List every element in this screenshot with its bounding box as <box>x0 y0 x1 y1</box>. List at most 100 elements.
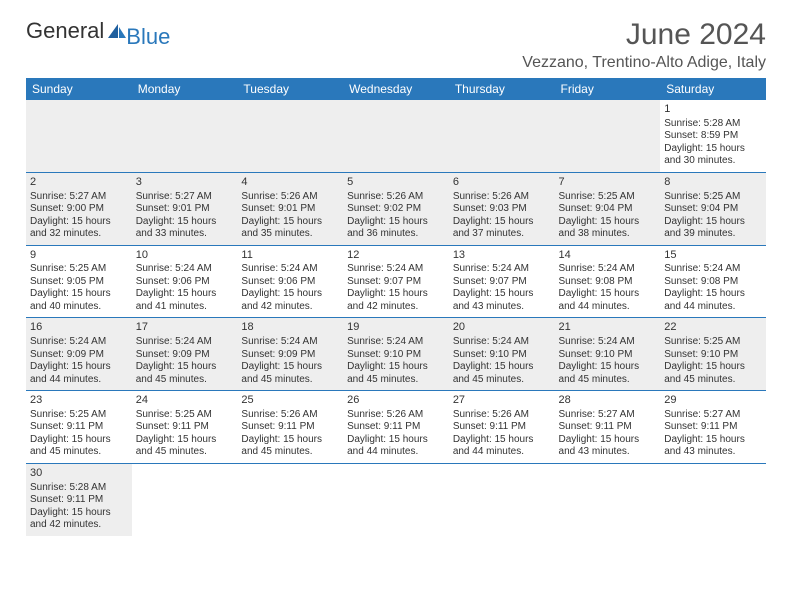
calendar-cell: 27Sunrise: 5:26 AMSunset: 9:11 PMDayligh… <box>449 391 555 464</box>
daylight-text: Daylight: 15 hours <box>664 361 762 374</box>
daylight-text: and 36 minutes. <box>347 228 445 241</box>
sunrise-text: Sunrise: 5:26 AM <box>347 409 445 422</box>
daylight-text: Daylight: 15 hours <box>136 288 234 301</box>
sunrise-text: Sunrise: 5:26 AM <box>453 191 551 204</box>
sunrise-text: Sunrise: 5:24 AM <box>347 336 445 349</box>
calendar-cell <box>132 463 238 535</box>
calendar-body: 1Sunrise: 5:28 AMSunset: 8:59 PMDaylight… <box>26 100 766 536</box>
calendar-cell <box>237 463 343 535</box>
calendar-cell: 4Sunrise: 5:26 AMSunset: 9:01 PMDaylight… <box>237 172 343 245</box>
sunset-text: Sunset: 9:10 PM <box>664 349 762 362</box>
header: General Blue June 2024 Vezzano, Trentino… <box>26 18 766 72</box>
sunrise-text: Sunrise: 5:28 AM <box>30 482 128 495</box>
daylight-text: and 45 minutes. <box>136 374 234 387</box>
daylight-text: and 45 minutes. <box>664 374 762 387</box>
daylight-text: Daylight: 15 hours <box>453 216 551 229</box>
day-number: 10 <box>136 249 234 263</box>
day-number: 29 <box>664 394 762 408</box>
daylight-text: Daylight: 15 hours <box>664 288 762 301</box>
day-header: Monday <box>132 78 238 100</box>
day-number: 1 <box>664 103 762 117</box>
sunrise-text: Sunrise: 5:24 AM <box>136 336 234 349</box>
sunset-text: Sunset: 9:09 PM <box>241 349 339 362</box>
calendar-cell: 10Sunrise: 5:24 AMSunset: 9:06 PMDayligh… <box>132 245 238 318</box>
day-number: 19 <box>347 321 445 335</box>
sunrise-text: Sunrise: 5:27 AM <box>664 409 762 422</box>
daylight-text: Daylight: 15 hours <box>453 361 551 374</box>
day-number: 14 <box>559 249 657 263</box>
sunrise-text: Sunrise: 5:26 AM <box>241 191 339 204</box>
calendar-cell <box>132 100 238 172</box>
day-header-row: Sunday Monday Tuesday Wednesday Thursday… <box>26 78 766 100</box>
daylight-text: and 43 minutes. <box>664 446 762 459</box>
daylight-text: and 45 minutes. <box>30 446 128 459</box>
day-header: Sunday <box>26 78 132 100</box>
calendar-cell <box>555 463 661 535</box>
daylight-text: and 37 minutes. <box>453 228 551 241</box>
sunrise-text: Sunrise: 5:24 AM <box>453 336 551 349</box>
calendar-week-row: 2Sunrise: 5:27 AMSunset: 9:00 PMDaylight… <box>26 172 766 245</box>
sunset-text: Sunset: 9:01 PM <box>241 203 339 216</box>
day-number: 21 <box>559 321 657 335</box>
daylight-text: and 39 minutes. <box>664 228 762 241</box>
day-header: Wednesday <box>343 78 449 100</box>
daylight-text: Daylight: 15 hours <box>347 216 445 229</box>
daylight-text: and 45 minutes. <box>347 374 445 387</box>
sunrise-text: Sunrise: 5:24 AM <box>664 263 762 276</box>
sunset-text: Sunset: 9:11 PM <box>664 421 762 434</box>
sunset-text: Sunset: 9:05 PM <box>30 276 128 289</box>
daylight-text: and 45 minutes. <box>241 374 339 387</box>
month-title: June 2024 <box>522 18 766 52</box>
location: Vezzano, Trentino-Alto Adige, Italy <box>522 54 766 72</box>
daylight-text: and 44 minutes. <box>559 301 657 314</box>
daylight-text: and 40 minutes. <box>30 301 128 314</box>
day-number: 13 <box>453 249 551 263</box>
daylight-text: and 44 minutes. <box>664 301 762 314</box>
calendar-cell: 14Sunrise: 5:24 AMSunset: 9:08 PMDayligh… <box>555 245 661 318</box>
day-number: 2 <box>30 176 128 190</box>
calendar-cell: 17Sunrise: 5:24 AMSunset: 9:09 PMDayligh… <box>132 318 238 391</box>
daylight-text: Daylight: 15 hours <box>136 361 234 374</box>
sunrise-text: Sunrise: 5:24 AM <box>30 336 128 349</box>
sunrise-text: Sunrise: 5:28 AM <box>664 118 762 131</box>
daylight-text: Daylight: 15 hours <box>664 143 762 156</box>
day-number: 7 <box>559 176 657 190</box>
calendar-cell <box>237 100 343 172</box>
calendar-week-row: 9Sunrise: 5:25 AMSunset: 9:05 PMDaylight… <box>26 245 766 318</box>
day-header: Friday <box>555 78 661 100</box>
daylight-text: Daylight: 15 hours <box>347 434 445 447</box>
sunrise-text: Sunrise: 5:25 AM <box>30 409 128 422</box>
daylight-text: Daylight: 15 hours <box>241 434 339 447</box>
sunset-text: Sunset: 9:11 PM <box>30 421 128 434</box>
sunset-text: Sunset: 9:01 PM <box>136 203 234 216</box>
calendar-cell: 15Sunrise: 5:24 AMSunset: 9:08 PMDayligh… <box>660 245 766 318</box>
day-number: 4 <box>241 176 339 190</box>
sunset-text: Sunset: 9:10 PM <box>347 349 445 362</box>
calendar-cell: 21Sunrise: 5:24 AMSunset: 9:10 PMDayligh… <box>555 318 661 391</box>
sunset-text: Sunset: 9:06 PM <box>241 276 339 289</box>
daylight-text: and 41 minutes. <box>136 301 234 314</box>
sunset-text: Sunset: 9:02 PM <box>347 203 445 216</box>
sunset-text: Sunset: 9:11 PM <box>453 421 551 434</box>
daylight-text: Daylight: 15 hours <box>30 361 128 374</box>
calendar-cell: 18Sunrise: 5:24 AMSunset: 9:09 PMDayligh… <box>237 318 343 391</box>
calendar-cell: 9Sunrise: 5:25 AMSunset: 9:05 PMDaylight… <box>26 245 132 318</box>
calendar-cell: 11Sunrise: 5:24 AMSunset: 9:06 PMDayligh… <box>237 245 343 318</box>
sunrise-text: Sunrise: 5:25 AM <box>664 191 762 204</box>
daylight-text: Daylight: 15 hours <box>559 216 657 229</box>
sunrise-text: Sunrise: 5:24 AM <box>241 263 339 276</box>
sunrise-text: Sunrise: 5:25 AM <box>559 191 657 204</box>
sunrise-text: Sunrise: 5:27 AM <box>30 191 128 204</box>
daylight-text: and 42 minutes. <box>241 301 339 314</box>
daylight-text: and 45 minutes. <box>241 446 339 459</box>
sunset-text: Sunset: 9:06 PM <box>136 276 234 289</box>
calendar-cell <box>449 463 555 535</box>
day-number: 8 <box>664 176 762 190</box>
sunset-text: Sunset: 9:04 PM <box>559 203 657 216</box>
day-number: 24 <box>136 394 234 408</box>
calendar-cell: 28Sunrise: 5:27 AMSunset: 9:11 PMDayligh… <box>555 391 661 464</box>
sunrise-text: Sunrise: 5:24 AM <box>241 336 339 349</box>
daylight-text: Daylight: 15 hours <box>664 434 762 447</box>
sunrise-text: Sunrise: 5:26 AM <box>241 409 339 422</box>
daylight-text: Daylight: 15 hours <box>241 361 339 374</box>
